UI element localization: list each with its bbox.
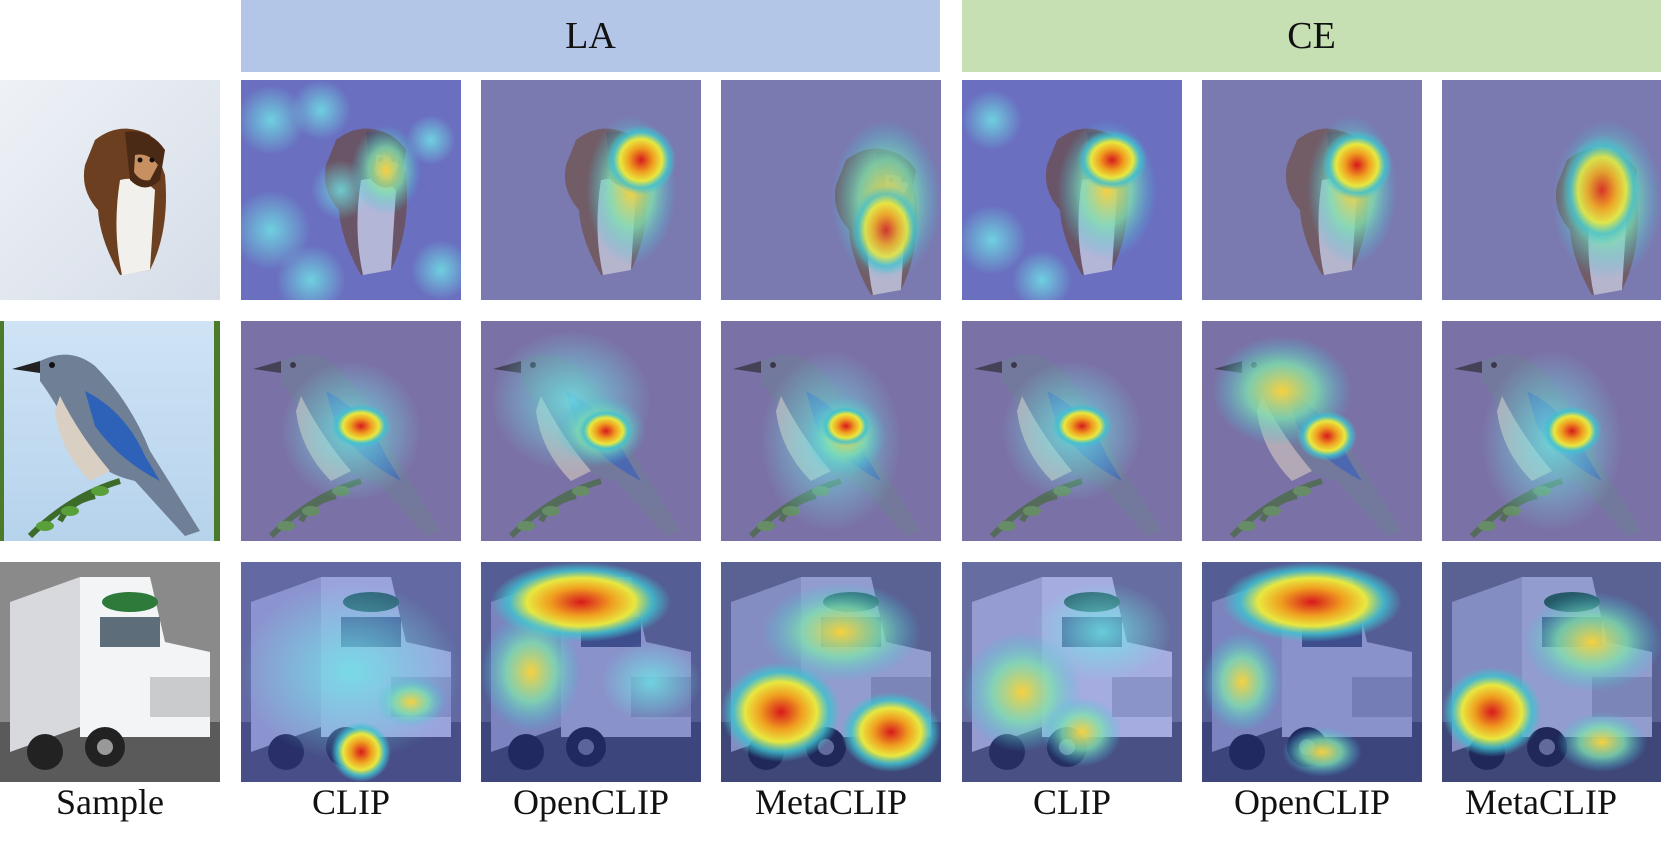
column-label-la-openclip: OpenCLIP: [513, 782, 669, 822]
column-label-ce-metaclip: MetaCLIP: [1465, 782, 1617, 822]
column-label-la-clip: CLIP: [311, 782, 390, 822]
group-label-ce: CE: [1287, 15, 1336, 57]
column-label-ce-clip: CLIP: [1032, 782, 1111, 822]
heatmap-ce-clip-dog: [962, 80, 1182, 300]
heatmap-la-clip-bird: [241, 321, 461, 541]
heatmap-ce-openclip-bird: [1202, 321, 1422, 541]
heatmap-la-openclip-truck: [481, 562, 701, 782]
heatmap-la-clip-truck: [241, 562, 461, 782]
sample-image-dog: [0, 80, 220, 300]
heatmap-ce-openclip-truck: [1202, 562, 1422, 782]
group-header-ce: CE: [962, 0, 1661, 72]
sample-image-truck: [0, 562, 220, 782]
column-label-ce-openclip: OpenCLIP: [1234, 782, 1390, 822]
heatmap-ce-metaclip-truck: [1442, 562, 1661, 782]
column-label-la-metaclip: MetaCLIP: [755, 782, 907, 822]
heatmap-la-openclip-bird: [481, 321, 701, 541]
heatmap-la-clip-dog: [241, 80, 461, 300]
heatmap-ce-openclip-dog: [1202, 80, 1422, 300]
column-label-sample: Sample: [56, 782, 164, 822]
sample-image-bird: [0, 321, 220, 541]
heatmap-la-openclip-dog: [481, 80, 701, 300]
heatmap-la-metaclip-dog: [721, 80, 941, 300]
heatmap-ce-clip-bird: [962, 321, 1182, 541]
heatmap-la-metaclip-truck: [721, 562, 941, 782]
group-label-la: LA: [565, 15, 616, 57]
heatmap-ce-metaclip-bird: [1442, 321, 1661, 541]
heatmap-ce-metaclip-dog: [1442, 80, 1661, 300]
heatmap-ce-clip-truck: [962, 562, 1182, 782]
group-header-la: LA: [241, 0, 940, 72]
heatmap-la-metaclip-bird: [721, 321, 941, 541]
